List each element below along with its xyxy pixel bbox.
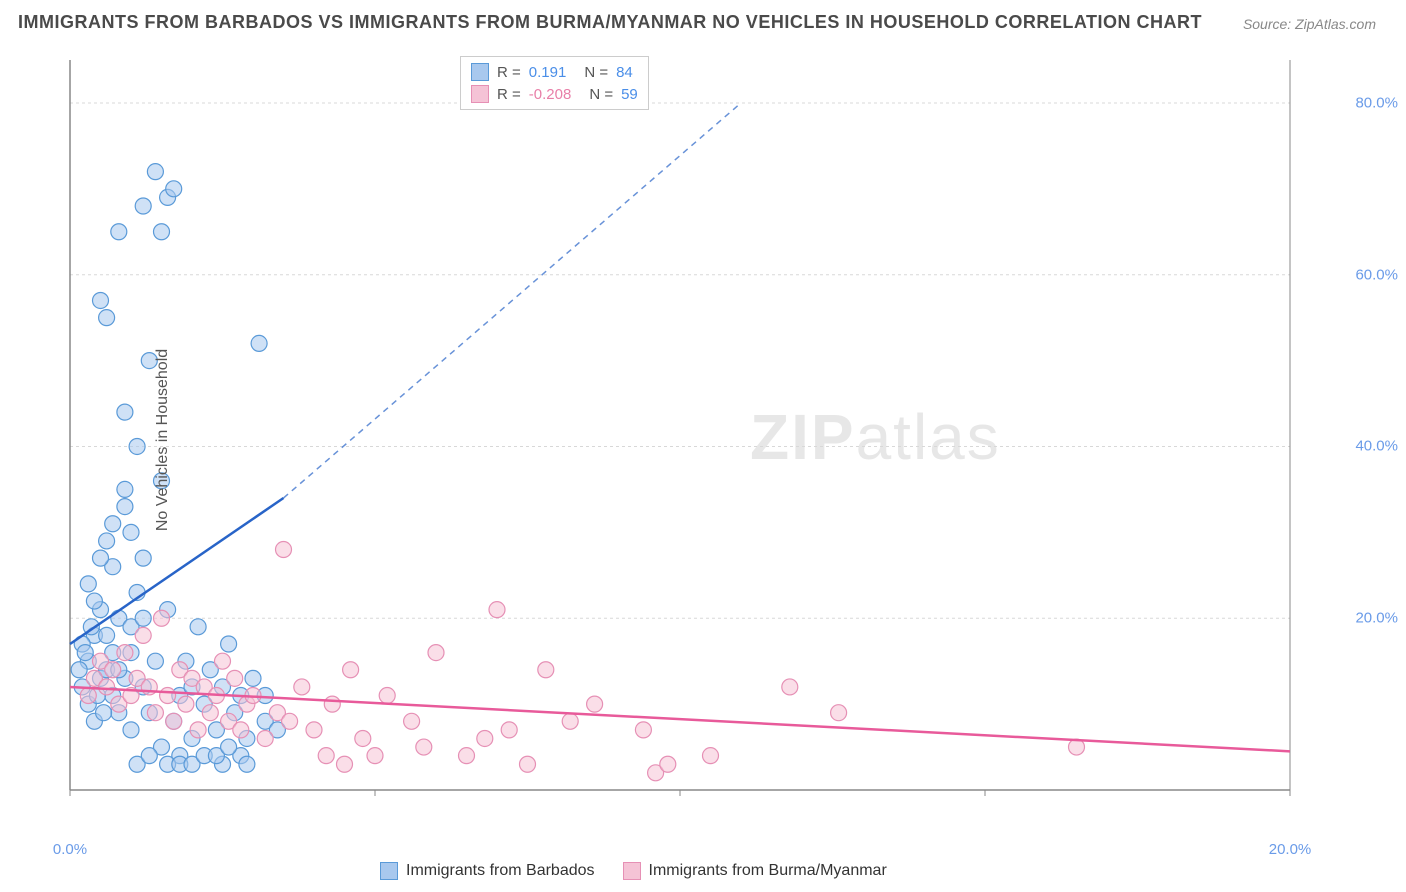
y-axis-label: No Vehicles in Household (154, 349, 172, 531)
swatch-burma (623, 862, 641, 880)
chart-container: IMMIGRANTS FROM BARBADOS VS IMMIGRANTS F… (0, 0, 1406, 892)
n-label: N = (584, 64, 608, 81)
r-label: R = (497, 86, 521, 103)
n-value-burma: 59 (621, 86, 638, 103)
n-value-barbados: 84 (616, 64, 633, 81)
correlation-row-barbados: R = 0.191 N = 84 (471, 61, 638, 83)
plot-area: No Vehicles in Household (60, 50, 1350, 830)
y-tick-label: 40.0% (1355, 438, 1398, 455)
y-tick-label: 20.0% (1355, 610, 1398, 627)
legend-label-burma: Immigrants from Burma/Myanmar (649, 862, 887, 880)
series-legend: Immigrants from Barbados Immigrants from… (380, 862, 887, 880)
r-label: R = (497, 64, 521, 81)
chart-svg (60, 50, 1350, 830)
y-tick-label: 60.0% (1355, 266, 1398, 283)
y-tick-label: 80.0% (1355, 94, 1398, 111)
correlation-row-burma: R = -0.208 N = 59 (471, 83, 638, 105)
swatch-barbados (471, 63, 489, 81)
legend-item-barbados: Immigrants from Barbados (380, 862, 595, 880)
legend-label-barbados: Immigrants from Barbados (406, 862, 595, 880)
chart-title: IMMIGRANTS FROM BARBADOS VS IMMIGRANTS F… (18, 12, 1202, 33)
correlation-legend: R = 0.191 N = 84 R = -0.208 N = 59 (460, 56, 649, 110)
swatch-barbados (380, 862, 398, 880)
x-tick-label: 20.0% (1269, 841, 1312, 858)
r-value-burma: -0.208 (529, 86, 572, 103)
r-value-barbados: 0.191 (529, 64, 567, 81)
swatch-burma (471, 85, 489, 103)
source-attribution: Source: ZipAtlas.com (1243, 16, 1376, 32)
x-tick-label: 0.0% (53, 841, 87, 858)
legend-item-burma: Immigrants from Burma/Myanmar (623, 862, 887, 880)
n-label: N = (589, 86, 613, 103)
